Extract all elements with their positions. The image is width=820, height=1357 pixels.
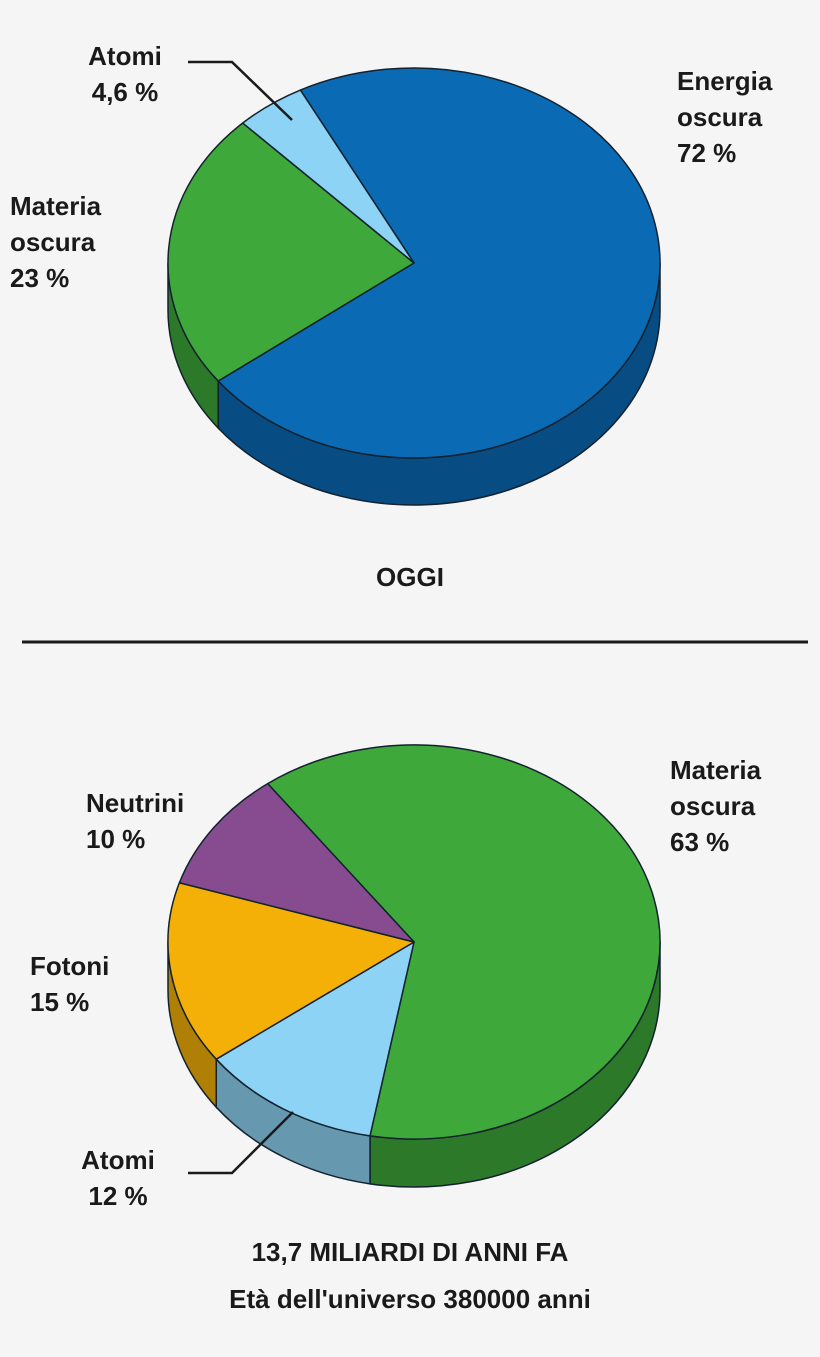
category-label: Materia oscura	[10, 191, 102, 257]
value-label: 4,6 %	[91, 77, 159, 107]
category-label: Atomi	[81, 1145, 155, 1175]
slice-label: Fotoni 15 %	[30, 948, 170, 1020]
pie-slice	[215, 941, 415, 1137]
category-label: Energia oscura	[677, 66, 773, 132]
leader-line	[188, 60, 293, 121]
pie-slice	[178, 782, 415, 943]
chart-subtitle: Età dell'universo 380000 anni	[229, 1284, 591, 1314]
pie-slice	[167, 122, 415, 382]
leader-line	[188, 1111, 294, 1175]
value-label: 12 %	[88, 1181, 148, 1211]
category-label: Atomi	[88, 41, 162, 71]
value-label: 10 %	[86, 824, 146, 854]
slice-label: Energia oscura 72 %	[677, 63, 817, 171]
value-label: 23 %	[10, 263, 70, 293]
slice-label: Materia oscura 63 %	[670, 752, 810, 860]
slice-label: Neutrini 10 %	[86, 785, 226, 857]
pie-slice	[241, 89, 415, 264]
slice-label: Materia oscura 23 %	[10, 188, 150, 296]
category-label: Materia oscura	[670, 755, 762, 821]
value-label: 15 %	[30, 987, 90, 1017]
pies	[167, 67, 661, 1188]
category-label: Neutrini	[86, 788, 185, 818]
pie-slice	[266, 744, 661, 1140]
category-label: Fotoni	[30, 951, 110, 981]
chart-title: 13,7 MILIARDI DI ANNI FA	[251, 1237, 569, 1267]
value-label: 63 %	[670, 827, 730, 857]
value-label: 72 %	[677, 138, 737, 168]
slice-label: Atomi 12 %	[48, 1142, 188, 1214]
pie-slice	[217, 67, 661, 459]
chart-title: OGGI	[376, 562, 444, 592]
slice-label: Atomi 4,6 %	[55, 38, 195, 110]
